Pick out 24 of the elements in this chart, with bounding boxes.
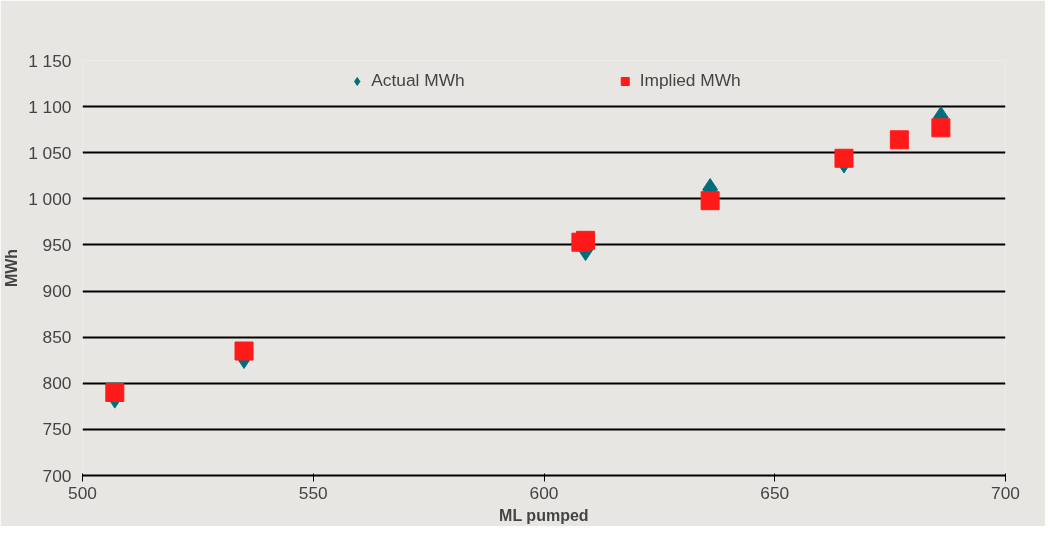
y-tick-label: 1 050 xyxy=(28,142,72,163)
point xyxy=(576,230,596,250)
y-tick-label: 1 000 xyxy=(28,188,72,209)
point xyxy=(889,130,909,150)
x-axis-title: ML pumped xyxy=(499,506,589,524)
x-tick-label: 550 xyxy=(298,482,328,503)
y-tick-label: 900 xyxy=(42,281,72,302)
point xyxy=(834,148,854,168)
point xyxy=(105,383,125,402)
y-tick-label: 750 xyxy=(42,419,72,440)
y-tick-label: 1 100 xyxy=(28,96,72,117)
x-tick-label: 600 xyxy=(529,482,559,503)
point xyxy=(931,118,951,138)
y-tick-label: 950 xyxy=(42,234,72,255)
y-axis-title: MWh xyxy=(3,248,21,288)
point xyxy=(234,341,254,361)
y-tick-label: 850 xyxy=(42,327,72,348)
y-tick-label: 1 150 xyxy=(28,50,72,71)
legend-label: Implied MWh xyxy=(639,70,741,91)
x-tick-label: 700 xyxy=(991,482,1020,503)
point xyxy=(700,191,720,211)
y-tick-label: 800 xyxy=(42,373,72,394)
x-tick-label: 650 xyxy=(760,482,790,503)
legend-label: Actual MWh xyxy=(371,70,465,91)
